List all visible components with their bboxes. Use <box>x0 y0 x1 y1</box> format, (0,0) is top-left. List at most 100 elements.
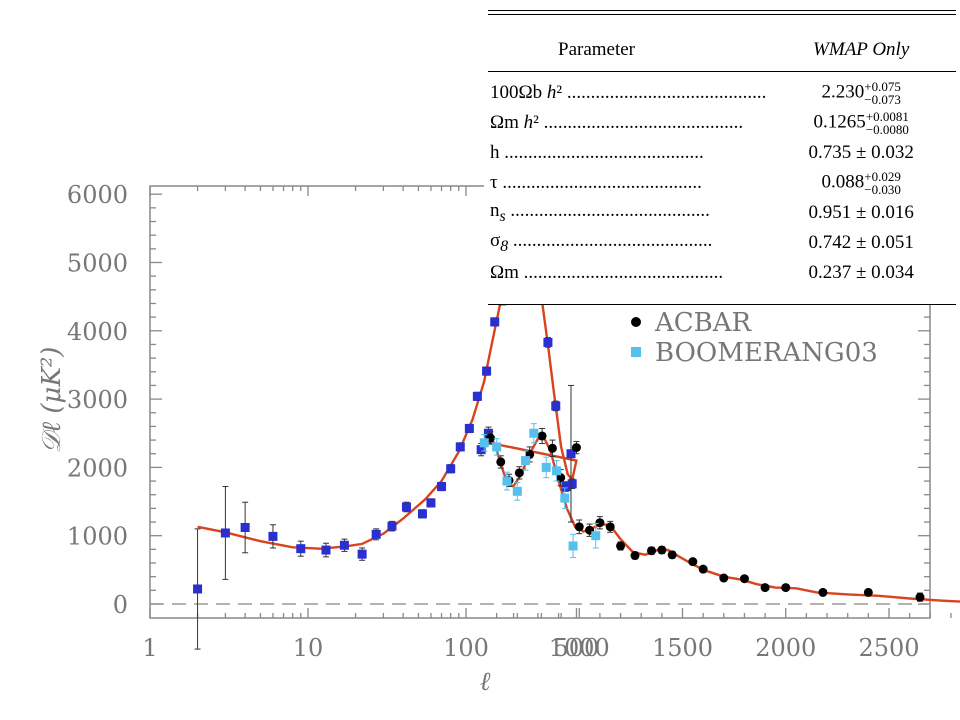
wmap-point <box>321 545 331 555</box>
x-tick-label: 1000 <box>549 634 610 662</box>
legend-label-acbar: ACBAR <box>654 308 753 338</box>
param-value: 0.088+0.029 −0.030 <box>821 169 901 197</box>
param-value: 2.230+0.075 −0.073 <box>821 79 901 107</box>
param-name: h ......................................… <box>490 142 704 163</box>
param-name: τ ......................................… <box>490 172 702 193</box>
wmap-point <box>472 391 482 401</box>
y-axis-title: 𝒟ℓ (μK²) <box>37 347 67 454</box>
y-tick-label: 3000 <box>67 386 128 414</box>
x-tick-label: 100 <box>443 634 489 662</box>
x-tick-label: 1 <box>142 634 157 662</box>
y-tick-label: 4000 <box>67 318 128 346</box>
acbar-point <box>915 592 925 602</box>
param-value: 0.735 ± 0.032 <box>808 142 914 163</box>
y-tick-label: 5000 <box>67 250 128 278</box>
wmap-point <box>240 523 250 533</box>
param-name: Ωm .....................................… <box>490 262 724 283</box>
legend-marker-acbar <box>631 317 641 327</box>
wmap-point <box>357 549 367 559</box>
param-value: 0.742 ± 0.051 <box>808 232 914 253</box>
x-tick-label: 10 <box>293 634 324 662</box>
wmap-point <box>296 544 306 554</box>
acbar-point <box>630 551 640 561</box>
boomerang-point <box>521 456 531 466</box>
boomerang-point <box>529 428 539 438</box>
acbar-point <box>605 522 615 532</box>
wmap-point <box>483 428 493 438</box>
acbar-point <box>574 522 584 532</box>
legend-marker-boomerang <box>631 347 641 357</box>
table-row: τ ......................................… <box>488 168 956 198</box>
table-row: h ......................................… <box>488 138 956 168</box>
y-tick-label: 2000 <box>67 454 128 482</box>
axis-ticks <box>149 186 952 618</box>
boomerang-point <box>502 476 512 486</box>
wmap-point <box>268 531 278 541</box>
table-row: ns .....................................… <box>488 198 956 228</box>
wmap-point <box>551 401 561 411</box>
boomerang-point <box>479 438 489 448</box>
wmap-point <box>561 482 571 492</box>
wmap-point <box>490 317 500 327</box>
wmap-point <box>426 498 436 508</box>
parameter-table: Parameter WMAP Only 100Ωb h² ...........… <box>484 0 960 305</box>
acbar-point <box>496 457 506 467</box>
legend: ACBAR BOOMERANG03 <box>631 308 878 368</box>
x-axis-title: ℓ <box>480 667 491 697</box>
table-header-wmap-text: WMAP Only <box>813 39 910 60</box>
model-curve <box>197 217 960 603</box>
acbar-point <box>537 431 547 441</box>
x-tick-label: 2000 <box>755 634 816 662</box>
boomerang-point <box>568 541 578 551</box>
acbar-point <box>688 557 698 567</box>
wmap-point <box>476 445 486 455</box>
param-value: 0.951 ± 0.016 <box>808 202 914 223</box>
wmap-point <box>566 449 576 459</box>
table-row: σ8 .....................................… <box>488 228 956 258</box>
wmap-point <box>464 423 474 433</box>
param-value: 0.1265+0.0081 −0.0080 <box>813 109 909 137</box>
acbar-point <box>616 541 626 551</box>
boomerang-point <box>552 466 562 476</box>
wmap-point <box>543 337 553 347</box>
acbar-point <box>556 473 566 483</box>
y-tick-label: 0 <box>113 591 128 619</box>
param-name: Ωm h² ..................................… <box>490 112 744 133</box>
acbar-point <box>818 587 828 597</box>
acbar-point <box>647 546 657 556</box>
wmap-point <box>220 528 230 538</box>
boomerang-point <box>560 493 570 503</box>
table-row: 100Ωb h² ...............................… <box>488 72 956 109</box>
wmap-point <box>371 529 381 539</box>
param-value: 0.237 ± 0.034 <box>808 262 914 283</box>
acbar-point <box>595 518 605 528</box>
legend-label-boomerang: BOOMERANG03 <box>655 338 878 368</box>
acbar-point <box>863 587 873 597</box>
wmap-point <box>455 442 465 452</box>
acbar-point <box>657 545 667 555</box>
x-tick-label: 500 <box>554 634 600 662</box>
acbar-point <box>571 443 581 453</box>
table-top-rule <box>488 10 956 15</box>
boomerang-point <box>512 486 522 496</box>
acbar-point <box>547 443 557 453</box>
acbar-point <box>719 573 729 583</box>
acbar-point <box>514 468 524 478</box>
wmap-point <box>401 502 411 512</box>
boomerang-point <box>541 462 551 472</box>
param-name: ns .....................................… <box>490 200 710 225</box>
wmap-point <box>437 482 447 492</box>
table-header-wmap: WMAP Only <box>766 25 956 72</box>
param-name: σ8 .....................................… <box>490 230 713 255</box>
y-tick-label: 6000 <box>67 181 128 209</box>
table-header-parameter: Parameter <box>488 25 767 72</box>
wmap-point <box>387 521 397 531</box>
y-tick-label: 1000 <box>67 523 128 551</box>
param-name: 100Ωb h² ...............................… <box>490 82 767 103</box>
wmap-point <box>482 366 492 376</box>
table-bottom-rule <box>488 304 956 305</box>
wmap-point <box>446 464 456 474</box>
acbar-point <box>739 574 749 584</box>
acbar-point <box>760 583 770 593</box>
